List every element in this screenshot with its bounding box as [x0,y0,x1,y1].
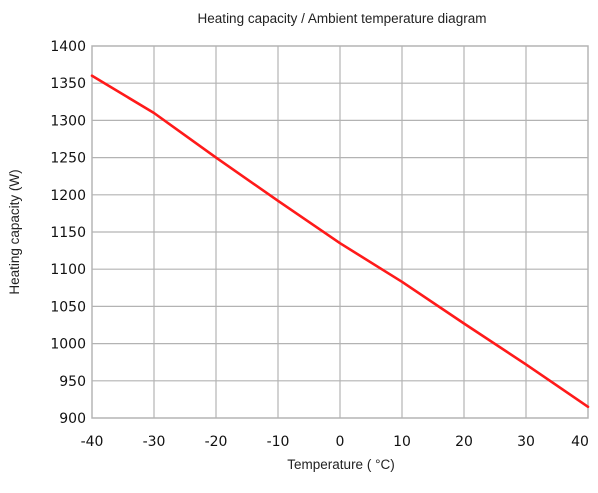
x-tick-label: 0 [336,434,345,450]
series-line [90,74,590,409]
y-tick-label: 1000 [50,337,86,353]
y-tick-label: 1050 [50,299,86,315]
y-tick-label: 1150 [50,225,86,241]
y-axis-ticks: 1400 1350 1300 1250 1200 1150 1100 1050 1000 950 9… [50,39,86,427]
y-tick-label: 1400 [50,39,86,55]
x-tick-label: -20 [205,434,228,450]
grid [91,45,589,419]
x-tick-label: 30 [517,434,535,450]
y-tick-label: 1350 [50,76,86,92]
x-axis-ticks: -40 -30 -20 -10 0 10 20 30 40 [81,434,589,450]
y-axis-title: Heating capacity (W) [7,169,22,294]
chart-title: Heating capacity / Ambient temperature d… [198,11,487,26]
series-layer [90,74,590,409]
y-tick-label: 950 [59,374,86,390]
y-tick-label: 1300 [50,113,86,129]
y-tick-label: 1250 [50,151,86,167]
y-tick-label: 1200 [50,188,86,204]
x-tick-label: 40 [571,434,589,450]
x-tick-label: 20 [455,434,473,450]
y-tick-label: 900 [59,411,86,427]
x-tick-label: -30 [143,434,166,450]
x-tick-label: -40 [81,434,104,450]
x-tick-label: 10 [393,434,411,450]
x-axis-title: Temperature ( °C) [287,457,394,472]
y-tick-label: 1100 [50,262,86,278]
x-tick-label: -10 [267,434,290,450]
